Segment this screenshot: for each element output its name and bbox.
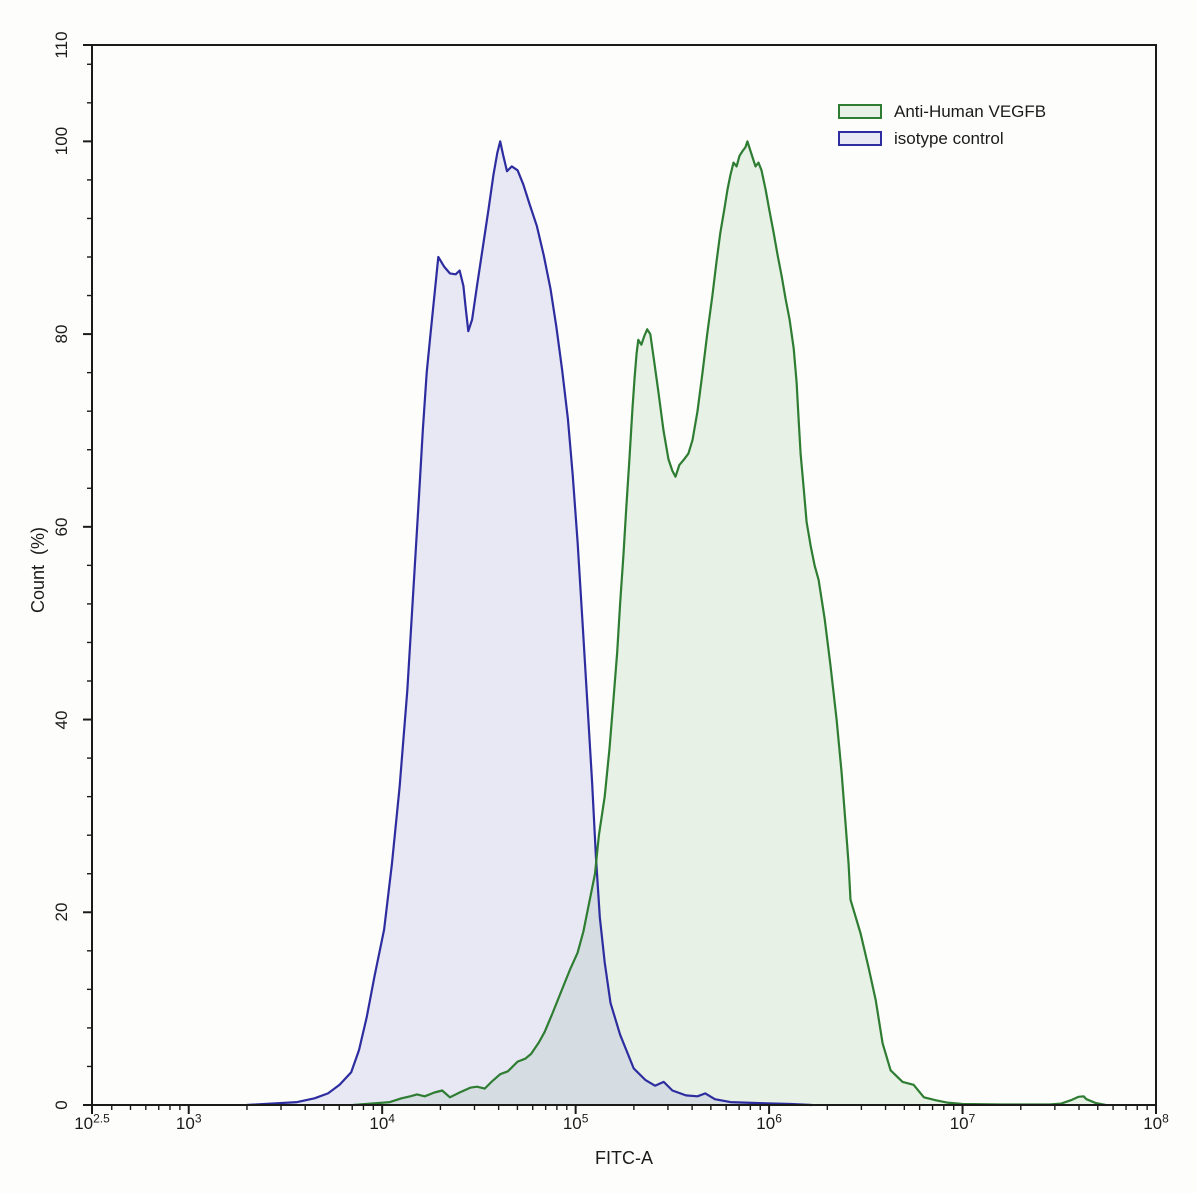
y-tick-label: 100 bbox=[52, 127, 71, 156]
x-tick-label: 105 bbox=[562, 1111, 589, 1133]
series-line-1 bbox=[245, 140, 813, 1107]
series-fill-0 bbox=[353, 141, 1106, 1105]
y-axis-title: Count (%) bbox=[28, 526, 48, 614]
y-tick-label: 40 bbox=[52, 710, 71, 729]
y-tick-label: 20 bbox=[52, 902, 71, 922]
plot-frame bbox=[91, 44, 1157, 1106]
x-tick-label: 103 bbox=[175, 1111, 202, 1133]
legend-swatch-anti-human-vegfb bbox=[838, 104, 882, 119]
legend: Anti-Human VEGFB isotype control bbox=[838, 102, 1046, 148]
series-line-0 bbox=[352, 140, 1107, 1107]
x-tick-label: 102.5 bbox=[74, 1111, 110, 1133]
y-tick-label: 80 bbox=[52, 324, 71, 344]
x-tick-label: 108 bbox=[1143, 1111, 1169, 1133]
x-tick-label: 104 bbox=[369, 1111, 395, 1133]
y-tick-label: 60 bbox=[52, 517, 71, 537]
y-tick-label: 110 bbox=[52, 31, 71, 59]
legend-item-anti-human-vegfb: Anti-Human VEGFB bbox=[838, 102, 1046, 121]
x-tick-label: 106 bbox=[756, 1111, 782, 1133]
legend-label-isotype-control: isotype control bbox=[894, 128, 1004, 148]
legend-swatch-isotype-control bbox=[838, 131, 882, 146]
x-axis-title: FITC-A bbox=[595, 1148, 653, 1168]
legend-label-anti-human-vegfb: Anti-Human VEGFB bbox=[894, 101, 1047, 121]
y-tick-label: 0 bbox=[52, 1100, 71, 1110]
x-tick-label: 107 bbox=[949, 1111, 976, 1133]
legend-item-isotype-control: isotype control bbox=[838, 129, 1046, 148]
series-fill-1 bbox=[246, 141, 812, 1105]
